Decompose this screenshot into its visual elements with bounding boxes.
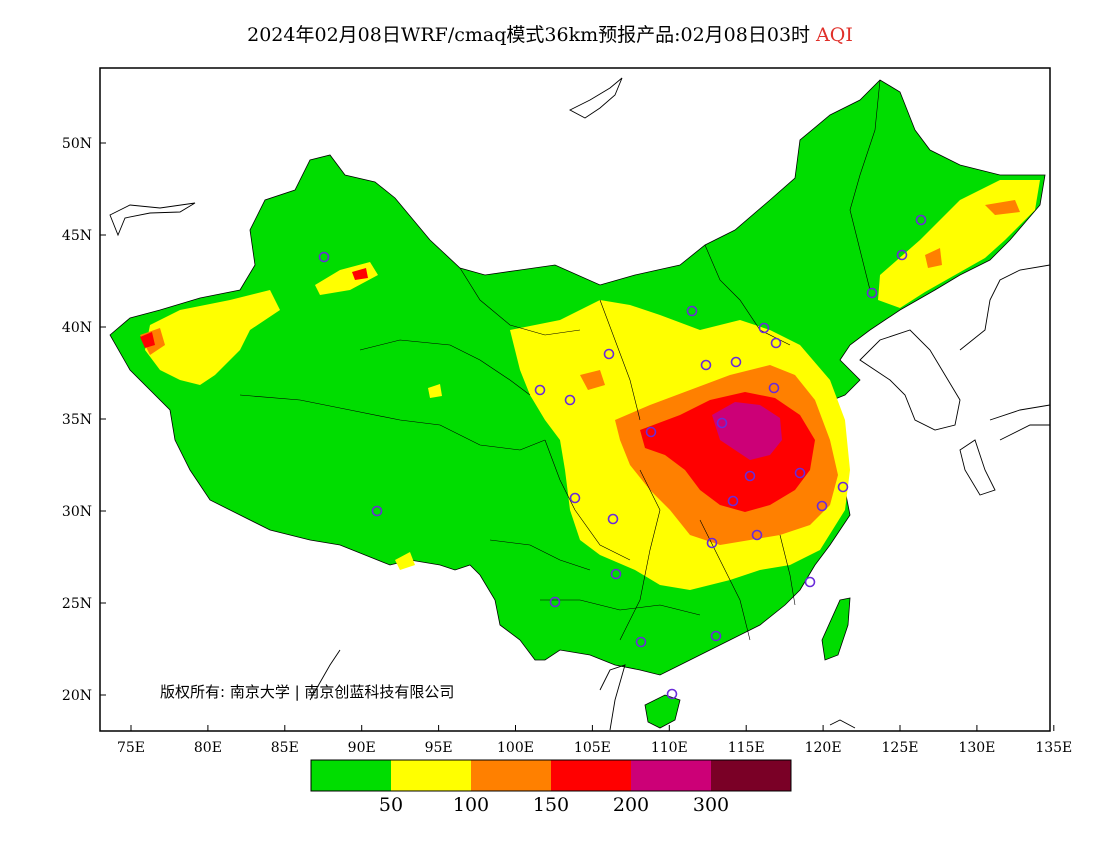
colorbar-swatch (711, 760, 791, 791)
x-tick-label: 95E (425, 740, 453, 756)
x-tick-label: 110E (651, 740, 688, 756)
map-frame (99, 67, 1051, 732)
x-tick-label: 100E (497, 740, 534, 756)
colorbar-label: 300 (693, 794, 729, 816)
x-tick-label: 90E (348, 740, 376, 756)
y-tick-label: 20N (62, 688, 92, 704)
colorbar-frame (310, 759, 792, 792)
hainan-island (644, 694, 681, 729)
x-tick-label: 130E (958, 740, 995, 756)
y-tick-label: 45N (62, 228, 92, 244)
colorbar-label: 100 (453, 794, 489, 816)
x-tick-label: 115E (728, 740, 765, 756)
colorbar-swatch (551, 760, 631, 791)
colorbar-swatch (391, 760, 471, 791)
x-tick-label: 75E (117, 740, 145, 756)
x-tick-label: 120E (805, 740, 842, 756)
aqi-band-purple (712, 402, 782, 460)
colorbar-label: 50 (379, 794, 403, 816)
y-tick-label: 25N (62, 596, 92, 612)
x-tick-label: 80E (194, 740, 222, 756)
coastlines (109, 77, 1050, 731)
station-markers (318, 214, 927, 700)
colorbar-label: 200 (613, 794, 649, 816)
x-axis-ticks: 75E 80E 85E 90E 95E 100E 105E 110E 115E 120E 125E 1… (117, 725, 1072, 756)
colorbar-swatch (311, 760, 391, 791)
aqi-colorbar: 50 100 150 200 300 (310, 759, 792, 816)
x-tick-label: 125E (882, 740, 919, 756)
y-tick-label: 40N (62, 320, 92, 336)
taiwan-island (821, 597, 851, 661)
map-content: 版权所有: 南京大学 | 南京创蓝科技有限公司 (109, 77, 1050, 731)
title-variable: AQI (816, 24, 853, 46)
x-tick-label: 85E (271, 740, 299, 756)
title-text: 2024年02月08日WRF/cmaq模式36km预报产品:02月08日03时 (247, 24, 811, 46)
x-tick-label: 135E (1035, 740, 1072, 756)
x-tick-label: 105E (574, 740, 611, 756)
colorbar-swatch (471, 760, 551, 791)
y-tick-label: 30N (62, 504, 92, 520)
copyright-text: 版权所有: 南京大学 | 南京创蓝科技有限公司 (160, 683, 454, 701)
colorbar-label: 150 (533, 794, 569, 816)
province-borders (239, 79, 881, 641)
map-title: 2024年02月08日WRF/cmaq模式36km预报产品:02月08日03时 A… (0, 20, 1100, 47)
y-axis-ticks: 50N 45N 40N 35N 30N 25N 20N (62, 136, 106, 704)
y-tick-label: 50N (62, 136, 92, 152)
y-tick-label: 35N (62, 412, 92, 428)
colorbar-swatch (631, 760, 711, 791)
